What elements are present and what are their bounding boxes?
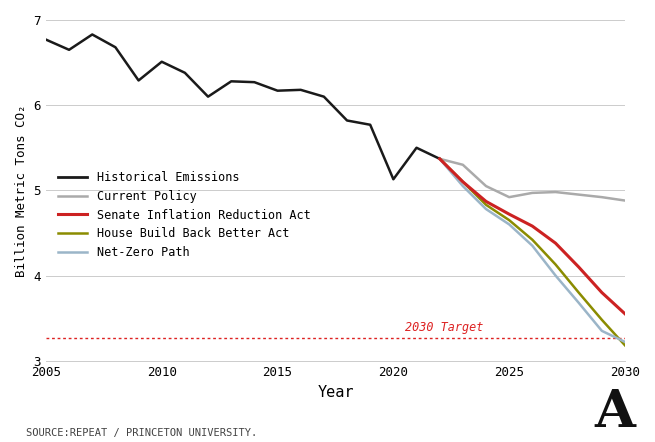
Text: SOURCE:REPEAT / PRINCETON UNIVERSITY.: SOURCE:REPEAT / PRINCETON UNIVERSITY. xyxy=(26,427,257,438)
Y-axis label: Billion Metric Tons CO₂: Billion Metric Tons CO₂ xyxy=(15,104,28,277)
X-axis label: Year: Year xyxy=(317,385,354,400)
Text: A: A xyxy=(595,387,635,438)
Text: 2030 Target: 2030 Target xyxy=(405,321,483,334)
Legend: Historical Emissions, Current Policy, Senate Inflation Reduction Act, House Buil: Historical Emissions, Current Policy, Se… xyxy=(58,171,310,259)
